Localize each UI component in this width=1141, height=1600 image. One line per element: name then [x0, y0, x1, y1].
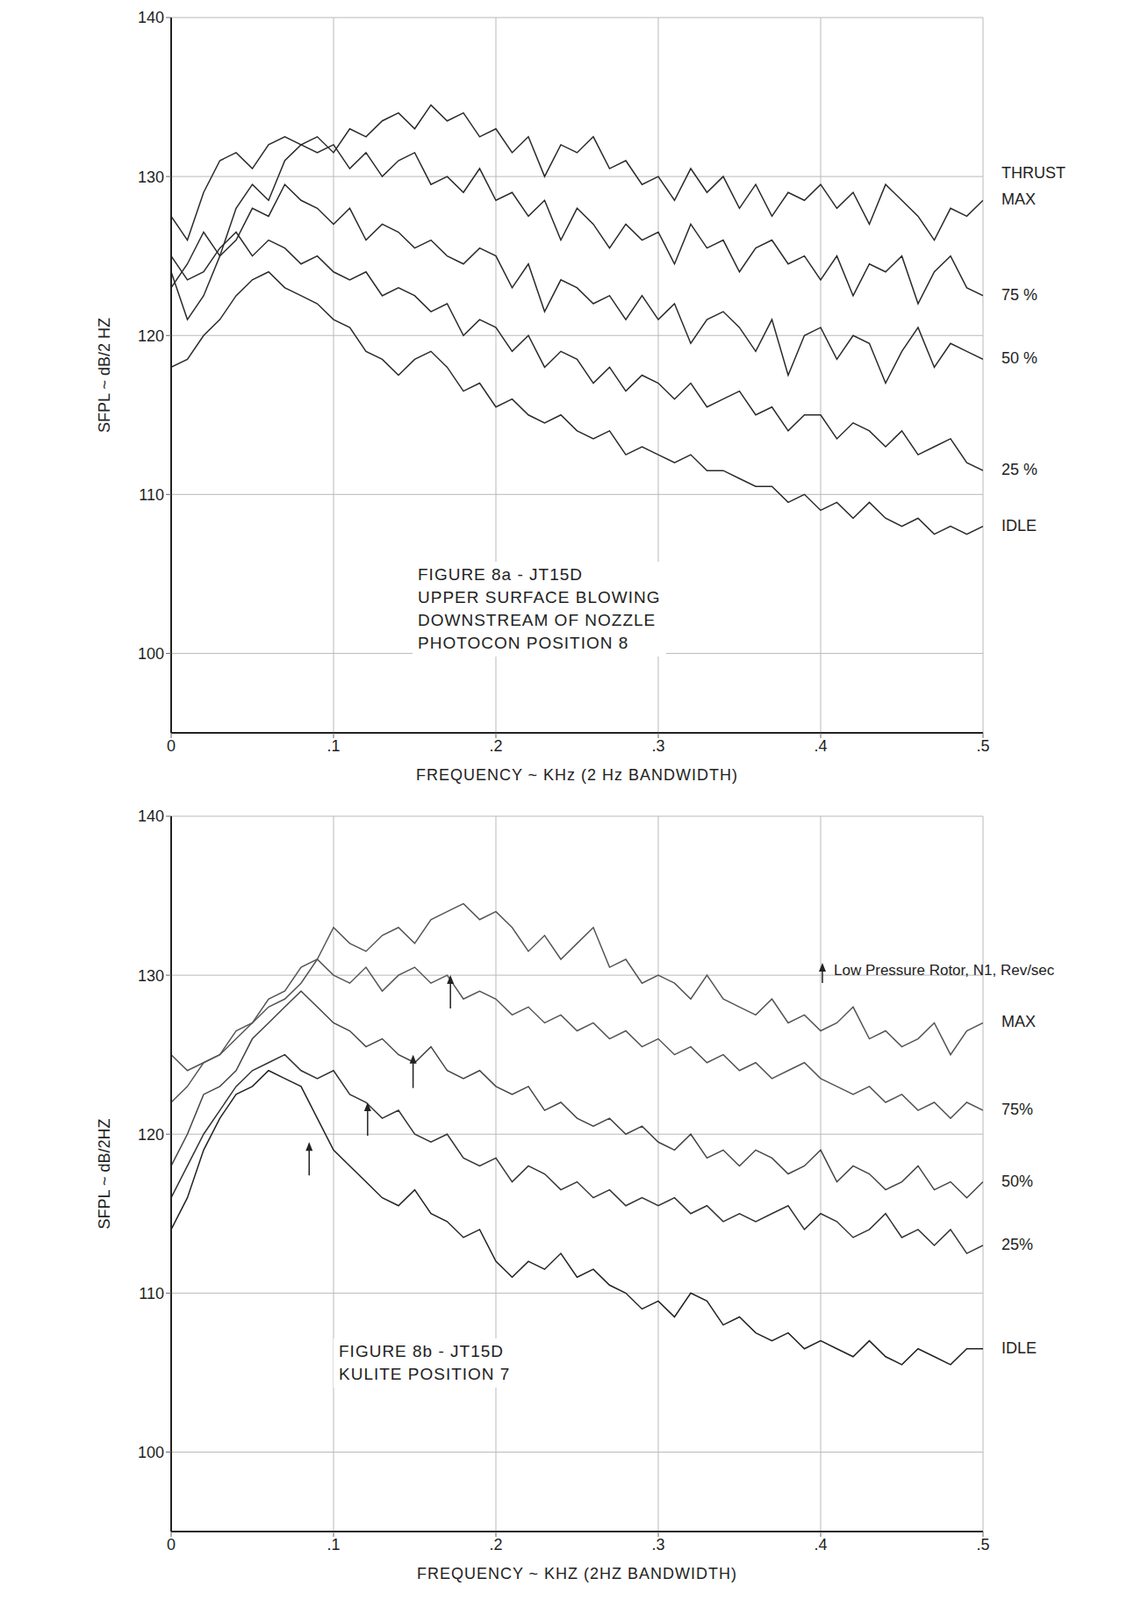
svg-text:.5: .5 [975, 737, 990, 755]
svg-text:130: 130 [137, 967, 165, 985]
svg-text:25%: 25% [1001, 1235, 1034, 1254]
svg-text:.2: .2 [488, 1535, 503, 1554]
svg-text:SFPL ~ dB/2 HZ: SFPL ~ dB/2 HZ [95, 317, 114, 433]
svg-text:.4: .4 [813, 737, 827, 755]
svg-text:25 %: 25 % [1001, 460, 1038, 479]
svg-text:.4: .4 [813, 1535, 827, 1554]
svg-text:140: 140 [137, 807, 165, 826]
svg-text:.3: .3 [651, 1535, 665, 1554]
svg-text:120: 120 [137, 1126, 165, 1144]
svg-text:.5: .5 [975, 1535, 990, 1554]
svg-text:120: 120 [137, 327, 165, 345]
svg-text:0: 0 [166, 737, 176, 755]
svg-text:FREQUENCY ~ KHz (2 Hz BANDWIDT: FREQUENCY ~ KHz (2 Hz BANDWIDTH) [416, 766, 739, 784]
svg-text:.1: .1 [326, 737, 340, 755]
svg-text:.3: .3 [651, 737, 665, 755]
svg-text:FREQUENCY ~ KHZ (2HZ BANDWIDTH: FREQUENCY ~ KHZ (2HZ BANDWIDTH) [416, 1564, 738, 1583]
html-text:DOWNSTREAM OF NOZZLE: DOWNSTREAM OF NOZZLE [417, 610, 656, 630]
svg-text:MAX: MAX [1001, 1012, 1036, 1031]
svg-text:MAX: MAX [1001, 190, 1036, 209]
html-text:UPPER SURFACE BLOWING: UPPER SURFACE BLOWING [417, 588, 661, 607]
svg-text:IDLE: IDLE [1001, 1339, 1037, 1357]
svg-text:0: 0 [166, 1535, 176, 1554]
svg-text:75 %: 75 % [1001, 286, 1038, 304]
svg-text:130: 130 [137, 168, 165, 187]
svg-text:.1: .1 [326, 1535, 340, 1554]
svg-text:50%: 50% [1001, 1172, 1034, 1191]
svg-text:50 %: 50 % [1001, 349, 1038, 367]
html-text:PHOTOCON POSITION 8: PHOTOCON POSITION 8 [417, 633, 629, 653]
html-text:Low Pressure Rotor, N1, Rev/se: Low Pressure Rotor, N1, Rev/sec [833, 961, 1055, 979]
svg-text:75%: 75% [1001, 1100, 1034, 1119]
html-text:FIGURE 8b - JT15D: FIGURE 8b - JT15D [338, 1341, 504, 1361]
svg-text:100: 100 [137, 1443, 165, 1462]
svg-text:100: 100 [137, 645, 165, 663]
svg-text:IDLE: IDLE [1001, 516, 1037, 535]
svg-text:.2: .2 [488, 737, 503, 755]
svg-text:SFPL ~ dB/2HZ: SFPL ~ dB/2HZ [95, 1119, 114, 1230]
svg-text:110: 110 [138, 1284, 165, 1303]
svg-text:110: 110 [138, 486, 165, 504]
html-text:KULITE POSITION 7: KULITE POSITION 7 [338, 1364, 511, 1384]
svg-text:140: 140 [137, 8, 165, 27]
svg-text:THRUST: THRUST [1001, 164, 1066, 182]
html-text:FIGURE 8a - JT15D: FIGURE 8a - JT15D [417, 565, 583, 584]
